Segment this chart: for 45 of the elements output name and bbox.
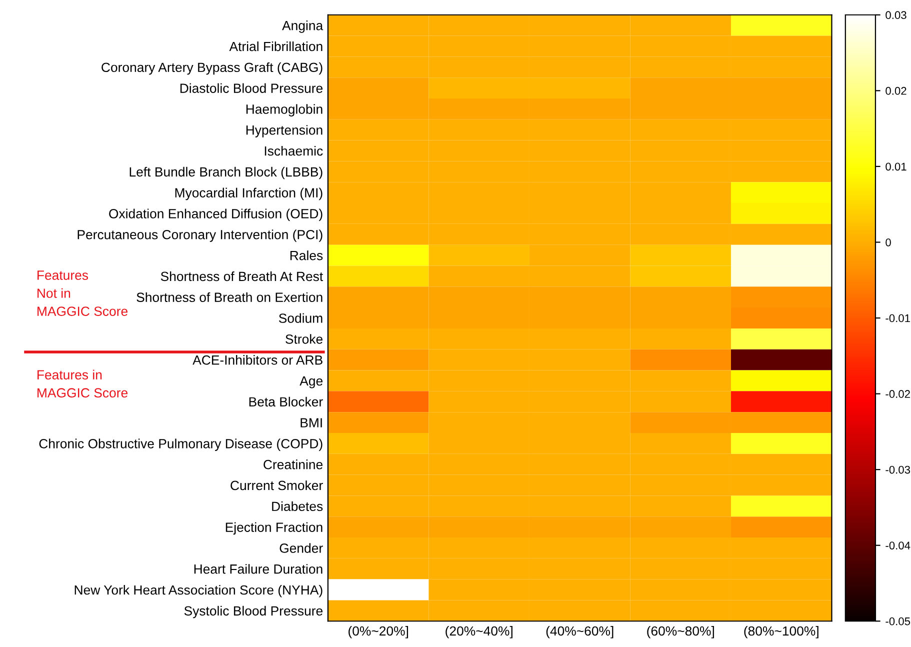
text: Features in MAGGIC Score [38, 370, 128, 398]
y-tick-label: Diastolic Blood Pressure [180, 83, 323, 93]
y-tick-label: Rales [290, 250, 323, 260]
color-bar-label: 0 [886, 238, 891, 246]
y-tick-label: Haemoglobin [246, 104, 322, 116]
y-tick-label: Ejection Fraction [226, 522, 322, 535]
y-tick-label: Gender [280, 543, 323, 553]
y-tick-label: Myocardial Infarction (MI) [175, 188, 322, 200]
y-tick-label: Coronary Artery Bypass Graft (CABG) [102, 62, 322, 75]
y-tick-label: Atrial Fibrillation [229, 41, 322, 52]
x-tick-label: (40%~60%] [546, 626, 614, 638]
y-tick-label: ACE-Inhibitors or ARB [192, 355, 322, 365]
y-tick-label: Sodium [278, 313, 322, 323]
color-bar-label: -0.05 [886, 617, 910, 626]
y-tick-label: Systolic Blood Pressure [184, 606, 323, 618]
color-bar-label: 0.03 [886, 11, 906, 20]
x-tick-label: (60%~80%] [647, 626, 714, 638]
y-tick-label: Angina [282, 20, 324, 33]
y-tick-label: Heart Failure Duration [194, 564, 322, 574]
y-tick-label: Hypertension [246, 125, 322, 138]
y-tick-label: Current Smoker [230, 480, 323, 490]
y-tick-label: Diabetes [272, 501, 323, 512]
y-tick-label: Stroke [286, 334, 323, 344]
color-bar-label: -0.03 [886, 466, 910, 474]
y-tick-label: Shortness of Breath At Rest [160, 271, 324, 282]
y-tick-label: New York Heart Association Score (NYHA) [74, 584, 322, 598]
x-tick-label: (20%~40%] [446, 626, 512, 638]
color-bar-label: 0.02 [886, 86, 906, 95]
color-bar-label: -0.02 [886, 390, 910, 398]
x-tick-label: (0%~20%] [348, 626, 408, 638]
x-tick-label: (80%~100%] [744, 626, 818, 638]
y-tick-label: Shortness of Breath on Exertion [136, 292, 322, 302]
color-bar-label: 0.01 [886, 162, 906, 171]
y-tick-label: BMI [300, 418, 322, 428]
y-tick-label: Percutaneous Coronary Intervention (PCI) [78, 230, 322, 242]
y-tick-label: Age [300, 376, 323, 388]
color-bar-label: -0.01 [886, 314, 910, 322]
y-tick-label: Ischaemic [264, 146, 323, 156]
y-tick-label: Left Bundle Branch Block (LBBB) [130, 166, 322, 180]
y-tick-label: Chronic Obstructive Pulmonary Disease (COPD) [39, 438, 322, 451]
y-tick-label: Creatinine [264, 460, 323, 470]
y-tick-label: Beta Blocker [249, 396, 323, 407]
text: Features Not in MAGGIC Score [38, 270, 128, 316]
y-tick-label: Oxidation Enhanced Diffusion (OED) [109, 208, 322, 221]
color-bar-label: -0.04 [886, 542, 910, 550]
